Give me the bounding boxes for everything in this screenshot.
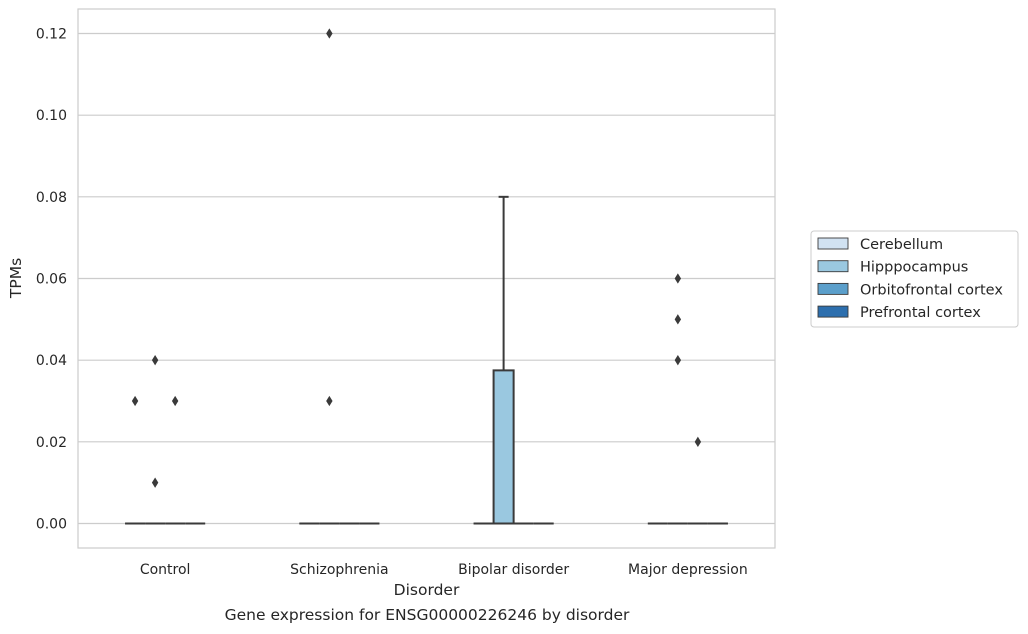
x-tick-label: Schizophrenia [290, 562, 388, 578]
x-axis-label: Disorder [394, 581, 460, 599]
legend: Cerebellum Hipppocampus Orbitofrontal cort… [810, 230, 1019, 328]
legend-label: Hipppocampus [860, 260, 968, 276]
box [492, 369, 515, 525]
x-tick-label: Major depression [628, 562, 748, 578]
y-tick-label: 0.12 [36, 27, 67, 43]
y-tick-label: 0.08 [36, 190, 67, 206]
y-tick-label: 0.10 [36, 108, 67, 124]
legend-swatch [817, 260, 849, 273]
outlier-point [326, 395, 333, 407]
box-layer [125, 28, 728, 525]
outlier-point [151, 477, 159, 488]
y-tick-label: 0.00 [36, 517, 67, 533]
box-group [145, 354, 166, 525]
y-tick-labels: 0.00 0.02 0.04 0.06 0.08 0.10 0.12 [36, 27, 67, 533]
outlier-point [674, 354, 682, 366]
y-tick-label: 0.02 [36, 435, 67, 451]
y-axis-label: TPMs [7, 258, 25, 299]
box-group [165, 395, 186, 525]
box-group [125, 395, 146, 525]
legend-swatch [817, 305, 849, 318]
legend-label: Cerebellum [860, 237, 943, 253]
x-tick-label: Bipolar disorder [458, 562, 569, 578]
outlier-point [171, 395, 179, 407]
outlier-point [674, 273, 682, 284]
x-tick-label: Control [140, 562, 191, 578]
box-group [687, 436, 708, 525]
outlier-point [131, 395, 139, 407]
outlier-point [674, 314, 682, 325]
outlier-point [151, 354, 159, 366]
y-tick-label: 0.06 [36, 272, 67, 288]
legend-swatch [817, 282, 849, 295]
legend-frame [810, 230, 1019, 328]
legend-label: Prefrontal cortex [860, 305, 981, 321]
chart-caption: Gene expression for ENSG00000226246 by d… [224, 606, 630, 624]
legend-swatch [817, 237, 849, 250]
plot-area-frame [77, 8, 776, 549]
outlier-point [326, 28, 333, 39]
x-tick-labels: Control Schizophrenia Bipolar disorder Majo… [140, 562, 748, 578]
outlier-point [694, 436, 702, 448]
box-group [667, 273, 688, 525]
y-tick-label: 0.04 [36, 353, 67, 369]
box-group [319, 28, 340, 525]
legend-items: Cerebellum Hipppocampus Orbitofrontal cort… [817, 237, 1003, 321]
box-group [492, 195, 515, 525]
grid-lines [78, 32, 775, 525]
legend-label: Orbitofrontal cortex [860, 282, 1003, 298]
